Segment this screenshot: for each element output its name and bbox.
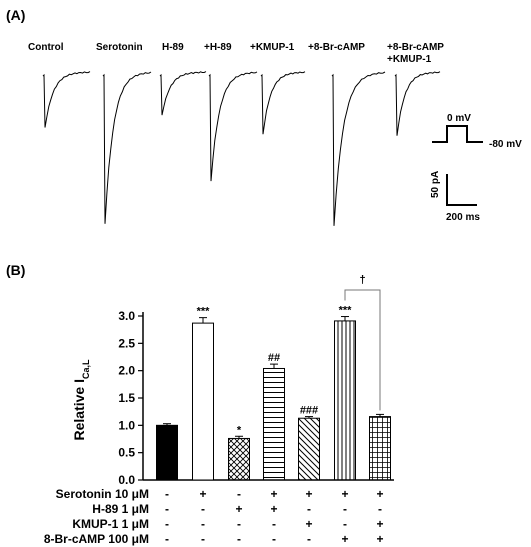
trace-label: H-89 (162, 42, 184, 53)
significance-label: * (237, 424, 242, 436)
condition-label: 8-Br-cAMP 100 μM (44, 532, 149, 546)
scale-bar: 50 pA 200 ms (430, 171, 480, 223)
panel-b-label: (B) (6, 262, 25, 278)
y-axis-title-sub: Ca,L (81, 359, 91, 379)
panel-a-label: (A) (6, 7, 25, 23)
condition-sign: + (199, 487, 206, 501)
condition-label: KMUP-1 1 μM (72, 517, 149, 531)
y-tick-label: 1.5 (118, 391, 135, 405)
condition-sign: - (201, 517, 205, 531)
significance-label: ### (300, 405, 318, 417)
condition-sign: + (270, 502, 277, 516)
condition-label: Serotonin 10 μM (56, 487, 149, 501)
bar (369, 416, 391, 481)
y-axis-title-main: Relative I (71, 379, 87, 440)
condition-sign: - (201, 502, 205, 516)
trace-label: Control (28, 42, 64, 53)
condition-sign: - (237, 517, 241, 531)
condition-sign: - (343, 502, 347, 516)
bar (263, 367, 285, 481)
condition-sign: - (165, 487, 169, 501)
svg-text:Relative ICa,L: Relative ICa,L (71, 359, 91, 440)
condition-sign: - (237, 532, 241, 546)
condition-sign: - (272, 532, 276, 546)
condition-sign: - (165, 532, 169, 546)
bracket-line (344, 289, 381, 411)
trace-label: +8-Br-cAMP (308, 42, 365, 53)
protocol-step-label: 0 mV (447, 113, 471, 124)
trace-label: +H-89 (204, 42, 232, 53)
current-trace (331, 71, 386, 226)
trace-label: +8-Br-cAMP +KMUP-1 (387, 42, 444, 65)
condition-sign: + (341, 487, 348, 501)
scale-bar-time-label: 200 ms (446, 212, 480, 223)
y-tick-label: 0.5 (118, 446, 135, 460)
condition-sign: - (201, 532, 205, 546)
bar (192, 322, 214, 481)
condition-sign: - (237, 487, 241, 501)
y-tick-label: 3.0 (118, 309, 135, 323)
condition-sign: - (307, 532, 311, 546)
current-trace (102, 71, 152, 224)
y-axis: 0.0 0.5 1.0 1.5 2.0 2.5 3.0 (118, 309, 394, 487)
y-axis-title: Relative ICa,L (71, 359, 91, 440)
condition-sign: - (307, 502, 311, 516)
condition-sign: + (341, 532, 348, 546)
trace-label: Serotonin (96, 42, 143, 53)
current-trace (260, 71, 306, 135)
condition-sign: - (343, 517, 347, 531)
trace-label: +KMUP-1 (250, 42, 295, 53)
condition-sign: - (378, 502, 382, 516)
protocol-holding-label: -80 mV (489, 139, 522, 150)
significance-label: *** (197, 306, 211, 318)
significance-label: *** (339, 305, 353, 317)
y-tick-label: 1.0 (118, 418, 135, 432)
condition-sign: + (305, 517, 312, 531)
significance-bracket: † (344, 274, 381, 411)
current-trace (42, 71, 91, 128)
bar (298, 417, 320, 481)
condition-sign: + (270, 487, 277, 501)
y-tick-label: 2.0 (118, 364, 135, 378)
y-tick-label: 0.0 (118, 473, 135, 487)
condition-sign: - (165, 502, 169, 516)
condition-sign: + (376, 487, 383, 501)
condition-sign: + (235, 502, 242, 516)
condition-label: H-89 1 μM (92, 502, 149, 516)
bar (156, 424, 178, 481)
bars: ****#####*** (156, 305, 391, 481)
condition-sign: + (305, 487, 312, 501)
significance-label: ## (268, 352, 280, 364)
condition-sign: - (165, 517, 169, 531)
current-traces (42, 71, 441, 226)
condition-sign: + (376, 517, 383, 531)
bracket-label: † (359, 274, 365, 286)
condition-sign: - (272, 517, 276, 531)
bar (334, 320, 356, 481)
current-trace (208, 71, 258, 182)
scale-bar-current-label: 50 pA (430, 171, 441, 198)
current-trace (159, 71, 207, 116)
current-trace (394, 71, 441, 136)
trace-labels: Control Serotonin H-89 +H-89 +KMUP-1 +8-Br-cA… (28, 42, 444, 65)
bar (228, 437, 250, 481)
y-tick-label: 2.5 (118, 336, 135, 350)
voltage-protocol: 0 mV -80 mV (432, 113, 522, 150)
condition-sign: + (376, 532, 383, 546)
condition-table: Serotonin 10 μM - + - + + + +H-89 1 μM - - + + - - -KM… (44, 487, 384, 546)
